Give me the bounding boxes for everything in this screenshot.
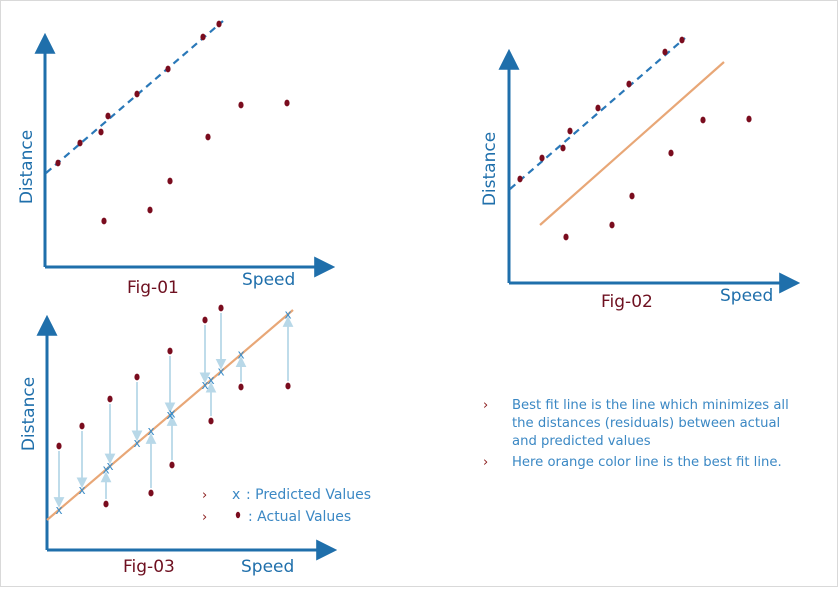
fig2-x-axis-label: Speed: [720, 286, 773, 306]
actual-data-point: [147, 206, 153, 214]
predicted-value-marker: x: [207, 373, 214, 387]
fig2-dashed-fit-line: [509, 37, 686, 190]
actual-data-point: [284, 99, 290, 107]
predicted-value-marker: x: [147, 424, 154, 438]
actual-data-point: [567, 127, 573, 135]
fig-02: Distance Speed Fig-02: [480, 36, 801, 312]
actual-data-point: [208, 417, 214, 425]
actual-data-point: [167, 177, 173, 185]
predicted-value-marker: x: [166, 408, 173, 422]
note-bullet: ›: [483, 398, 488, 413]
predicted-value-marker: x: [284, 307, 291, 321]
fig1-data-points: [55, 20, 290, 225]
note-bullet: ›: [483, 455, 488, 470]
actual-data-point: [609, 221, 615, 229]
actual-data-point: [79, 422, 85, 430]
note-2: Here orange color line is the best fit l…: [512, 455, 782, 470]
fig2-caption: Fig-02: [601, 292, 653, 312]
actual-data-point: [216, 20, 222, 28]
fig3-actual-points: [56, 304, 291, 508]
actual-data-point: [148, 489, 154, 497]
legend-bullet: ›: [202, 488, 207, 503]
actual-data-point: [595, 104, 601, 112]
actual-data-point: [218, 304, 224, 312]
actual-data-point: [105, 112, 111, 120]
actual-data-point: [101, 217, 107, 225]
actual-data-point: [626, 80, 632, 88]
actual-data-point: [77, 139, 83, 147]
predicted-value-marker: x: [55, 503, 62, 517]
fig1-caption: Fig-01: [127, 278, 179, 298]
actual-data-point: [103, 500, 109, 508]
actual-data-point: [98, 128, 104, 136]
fig-01: Distance Speed Fig-01: [17, 20, 336, 298]
actual-data-point: [165, 65, 171, 73]
actual-data-point: [205, 133, 211, 141]
fig2-data-points: [517, 36, 752, 241]
fig2-y-axis-label: Distance: [480, 132, 500, 206]
actual-data-point: [202, 316, 208, 324]
legend-bullet: ›: [202, 510, 207, 525]
actual-data-point: [668, 149, 674, 157]
actual-data-point: [200, 33, 206, 41]
predicted-value-marker: x: [78, 483, 85, 497]
actual-data-point: [662, 48, 668, 56]
fig3-caption: Fig-03: [123, 557, 175, 577]
predicted-value-marker: x: [133, 436, 140, 450]
fig3-residual-arrows: [53, 313, 294, 508]
legend-actual-dot: [235, 511, 241, 519]
fig3-legend: › x : Predicted Values › : Actual Values: [202, 487, 371, 525]
actual-data-point: [238, 101, 244, 109]
predicted-value-marker: x: [168, 406, 175, 420]
legend-predicted-marker: x: [232, 487, 240, 503]
actual-data-point: [134, 373, 140, 381]
note-1-line-2: the distances (residuals) between actual: [512, 416, 780, 431]
legend-actual-label: : Actual Values: [248, 509, 351, 525]
predicted-value-marker: x: [237, 347, 244, 361]
actual-data-point: [700, 116, 706, 124]
actual-data-point: [679, 36, 685, 44]
actual-data-point: [107, 395, 113, 403]
actual-data-point: [629, 192, 635, 200]
actual-data-point: [560, 144, 566, 152]
fig2-best-fit-line: [539, 61, 725, 226]
actual-data-point: [55, 159, 61, 167]
predicted-value-marker: x: [201, 378, 208, 392]
actual-data-point: [238, 383, 244, 391]
actual-data-point: [169, 461, 175, 469]
actual-data-point: [134, 90, 140, 98]
fig1-dashed-fit-line: [45, 20, 224, 174]
fig1-y-axis-label: Distance: [17, 130, 37, 204]
actual-data-point: [517, 175, 523, 183]
actual-data-point: [539, 154, 545, 162]
explanation-notes: › Best fit line is the line which minimi…: [483, 398, 789, 470]
fig3-x-axis-label: Speed: [241, 557, 294, 577]
actual-data-point: [56, 442, 62, 450]
predicted-value-marker: x: [217, 364, 224, 378]
fig3-y-axis-label: Distance: [19, 377, 39, 451]
predicted-value-marker: x: [102, 463, 109, 477]
actual-data-point: [746, 115, 752, 123]
note-1-line-1: Best fit line is the line which minimize…: [512, 398, 789, 413]
actual-data-point: [563, 233, 569, 241]
fig3-best-fit-line: [46, 309, 294, 521]
predicted-value-marker: x: [106, 459, 113, 473]
actual-data-point: [285, 382, 291, 390]
fig1-x-axis-label: Speed: [242, 270, 295, 290]
note-1-line-3: and predicted values: [512, 434, 651, 449]
actual-data-point: [167, 347, 173, 355]
legend-predicted-label: : Predicted Values: [246, 487, 371, 503]
